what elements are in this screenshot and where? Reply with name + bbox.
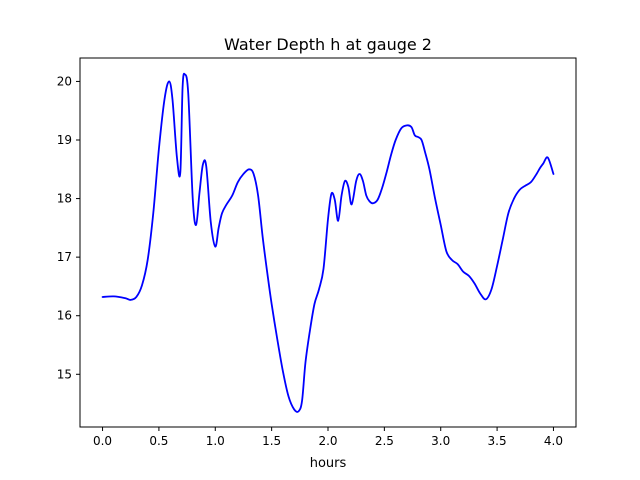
x-tick-label: 2.0 bbox=[318, 434, 337, 448]
x-axis-label: hours bbox=[310, 456, 347, 471]
plot-frame bbox=[79, 57, 577, 428]
x-tick-label: 1.0 bbox=[206, 434, 225, 448]
x-tick-label: 4.0 bbox=[544, 434, 563, 448]
y-tick-label: 18 bbox=[57, 192, 72, 206]
y-tick-label: 15 bbox=[57, 367, 72, 381]
x-tick-label: 2.5 bbox=[375, 434, 394, 448]
series-line-0 bbox=[101, 72, 555, 413]
x-tick-label: 1.5 bbox=[262, 434, 281, 448]
y-tick-label: 20 bbox=[57, 74, 72, 88]
y-tick-label: 16 bbox=[57, 309, 72, 323]
x-tick-label: 0.0 bbox=[93, 434, 112, 448]
y-tick-label: 17 bbox=[57, 250, 72, 264]
x-tick-label: 3.0 bbox=[431, 434, 450, 448]
series-layer bbox=[101, 72, 555, 413]
axes-layer: 0.0 0.5 1.0 1.5 2.0 2.5 3.0 3.5 4.0 15 16 17 18 19 20 bbox=[57, 74, 563, 448]
x-tick-label: 0.5 bbox=[149, 434, 168, 448]
x-tick-label: 3.5 bbox=[488, 434, 507, 448]
y-tick-label: 19 bbox=[57, 133, 72, 147]
chart-title: Water Depth h at gauge 2 bbox=[224, 35, 432, 54]
